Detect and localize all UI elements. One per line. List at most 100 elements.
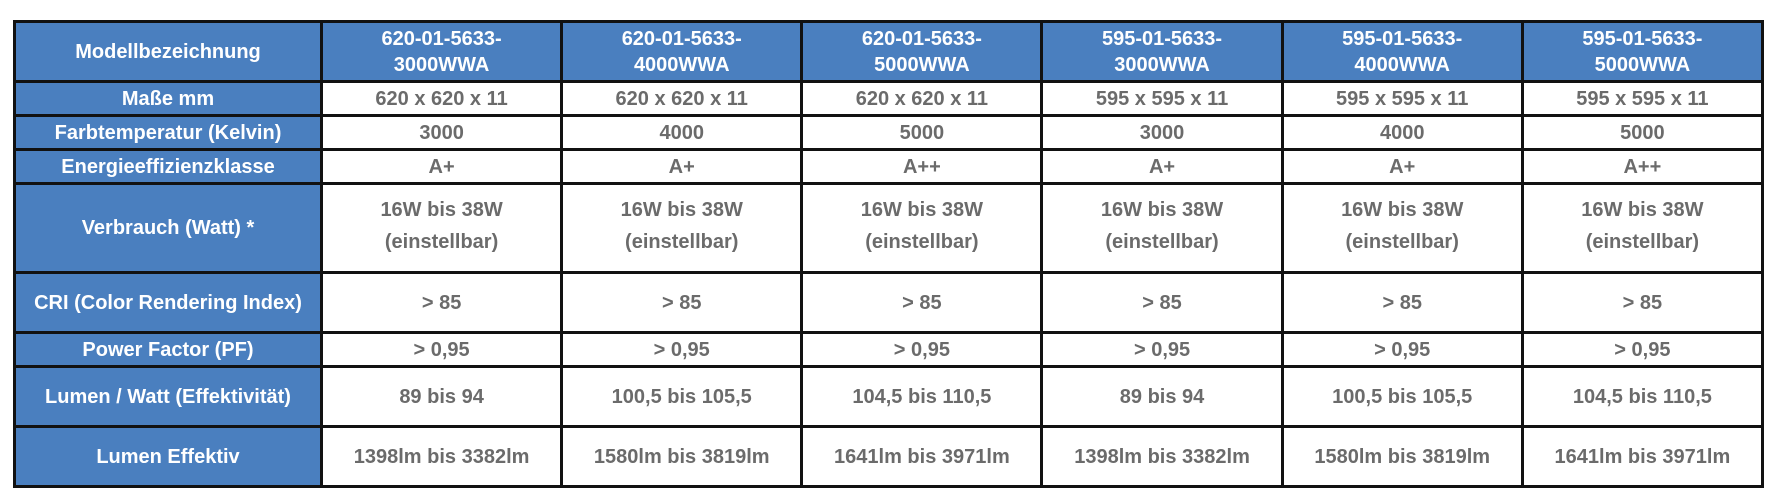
table-cell: 100,5 bis 105,5 (1280, 365, 1524, 428)
table-cell: 620 x 620 x 11 (560, 80, 804, 117)
cell-value: 16W bis 38W (1581, 199, 1704, 221)
table-cell: 89 bis 94 (319, 365, 564, 428)
model-name-line: 3000WWA (1114, 53, 1210, 76)
cell-subvalue: (einstellbar) (1585, 231, 1700, 253)
table-cell: A+ (1040, 148, 1284, 185)
model-name-line: 4000WWA (1354, 53, 1450, 76)
table-cell: 16W bis 38W (einstellbar) (560, 182, 804, 274)
model-name-line: 595-01-5633- (1582, 27, 1703, 50)
cell-value: A+ (668, 155, 695, 178)
table-cell: 1398lm bis 3382lm (1040, 425, 1284, 488)
table-row: Power Factor (PF) > 0,95 > 0,95 > 0,95 > 0,9… (13, 331, 1765, 368)
model-name-line: 620-01-5633- (861, 27, 982, 50)
cell-value: 104,5 bis 110,5 (852, 385, 992, 408)
cell-value: A+ (1389, 155, 1416, 178)
table-cell: 100,5 bis 105,5 (560, 365, 804, 428)
cell-value: > 85 (1142, 291, 1182, 314)
table-cell: > 85 (1040, 271, 1284, 334)
table-cell: 5000 (1520, 114, 1765, 151)
model-name-line: 3000WWA (393, 53, 490, 76)
table-cell: A++ (800, 148, 1044, 185)
table-cell: A++ (1520, 148, 1765, 185)
table-cell: > 0,95 (1280, 331, 1524, 368)
cell-value: A++ (902, 155, 941, 178)
cell-subvalue: (einstellbar) (1345, 231, 1459, 253)
cell-value: A++ (1623, 155, 1662, 178)
cell-value: > 0,95 (1374, 338, 1431, 361)
table-row: Lumen / Watt (Effektivität) 89 bis 94 100,… (13, 365, 1765, 428)
table-row: Maße mm 620 x 620 x 11 620 x 620 x 11 620 x… (13, 80, 1765, 117)
cell-value: 100,5 bis 105,5 (1332, 385, 1473, 408)
cell-value: > 85 (1622, 291, 1663, 314)
table-cell: 16W bis 38W (einstellbar) (1520, 182, 1765, 274)
cell-subvalue: (einstellbar) (384, 231, 499, 253)
row-label: Farbtemperatur (Kelvin) (13, 114, 323, 151)
row-label: Energieeffizienzklasse (13, 148, 323, 185)
table-cell: 16W bis 38W (einstellbar) (1040, 182, 1284, 274)
table-cell: > 0,95 (560, 331, 804, 368)
cell-value: 1641lm bis 3971lm (834, 445, 1010, 468)
cell-value: 595 x 595 x 11 (1576, 87, 1709, 110)
row-label-modellbezeichnung: Modellbezeichnung (13, 20, 323, 83)
table-cell: > 85 (800, 271, 1044, 334)
model-name-line: 620-01-5633- (621, 27, 742, 50)
table-cell: 595 x 595 x 11 (1280, 80, 1524, 117)
table-cell: 595 x 595 x 11 (1040, 80, 1284, 117)
model-name-line: 4000WWA (633, 53, 730, 76)
table-cell: 620 x 620 x 11 (319, 80, 564, 117)
model-header: 595-01-5633- 3000WWA (1040, 20, 1284, 83)
table-cell: 1580lm bis 3819lm (560, 425, 804, 488)
row-label: Lumen / Watt (Effektivität) (13, 365, 323, 428)
model-name-line: 5000WWA (874, 53, 970, 76)
cell-value: 620 x 620 x 11 (375, 87, 508, 110)
table-cell: 4000 (560, 114, 804, 151)
table-cell: 595 x 595 x 11 (1520, 80, 1765, 117)
cell-value: 1580lm bis 3819lm (1314, 445, 1491, 468)
cell-value: 620 x 620 x 11 (615, 87, 748, 110)
table-cell: 104,5 bis 110,5 (1520, 365, 1765, 428)
cell-value: > 0,95 (1614, 338, 1671, 361)
table-cell: A+ (560, 148, 804, 185)
cell-value: 595 x 595 x 11 (1336, 87, 1469, 110)
model-header: 595-01-5633- 4000WWA (1280, 20, 1524, 83)
table-cell: A+ (319, 148, 564, 185)
model-header: 595-01-5633- 5000WWA (1520, 20, 1765, 83)
header-row: Modellbezeichnung 620-01-5633- 3000WWA 620-… (13, 20, 1765, 83)
cell-value: > 0,95 (1133, 338, 1191, 361)
spec-table: Modellbezeichnung 620-01-5633- 3000WWA 620-… (13, 20, 1765, 488)
cell-value: 1580lm bis 3819lm (593, 445, 770, 468)
table-cell: > 0,95 (1520, 331, 1765, 368)
row-label: CRI (Color Rendering Index) (13, 271, 323, 334)
cell-value: 3000 (419, 121, 464, 144)
cell-value: 1641lm bis 3971lm (1554, 445, 1731, 468)
table-cell: > 85 (319, 271, 564, 334)
cell-value: 5000 (1620, 121, 1665, 144)
cell-value: 1398lm bis 3382lm (353, 445, 530, 468)
table-cell: > 0,95 (1040, 331, 1284, 368)
table-cell: 4000 (1280, 114, 1524, 151)
table-row: Verbrauch (Watt) * 16W bis 38W (einstellba… (13, 182, 1765, 274)
cell-value: > 85 (1382, 291, 1422, 314)
cell-subvalue: (einstellbar) (865, 231, 979, 253)
table-cell: 104,5 bis 110,5 (800, 365, 1044, 428)
cell-value: 4000 (659, 121, 704, 144)
cell-value: 595 x 595 x 11 (1095, 87, 1229, 110)
model-name-line: 5000WWA (1594, 53, 1691, 76)
cell-value: 16W bis 38W (380, 199, 503, 221)
cell-value: > 0,95 (653, 338, 710, 361)
table-row: Energieeffizienzklasse A+ A+ A++ A+ A+ A++ (13, 148, 1765, 185)
cell-value: A+ (428, 155, 455, 178)
table-row: Farbtemperatur (Kelvin) 3000 4000 5000 3000 4… (13, 114, 1765, 151)
cell-value: 16W bis 38W (1100, 199, 1224, 221)
table-row: Lumen Effektiv 1398lm bis 3382lm 1580lm bi… (13, 425, 1765, 488)
cell-value: 4000 (1379, 121, 1425, 144)
table-cell: A+ (1280, 148, 1524, 185)
table-cell: 16W bis 38W (einstellbar) (319, 182, 564, 274)
cell-value: 104,5 bis 110,5 (1572, 385, 1712, 408)
cell-subvalue: (einstellbar) (625, 231, 739, 253)
cell-value: 100,5 bis 105,5 (611, 385, 752, 408)
cell-value: 16W bis 38W (620, 199, 743, 221)
cell-value: 1398lm bis 3382lm (1074, 445, 1250, 468)
table-cell: 1641lm bis 3971lm (1520, 425, 1765, 488)
table-cell: 1580lm bis 3819lm (1280, 425, 1524, 488)
